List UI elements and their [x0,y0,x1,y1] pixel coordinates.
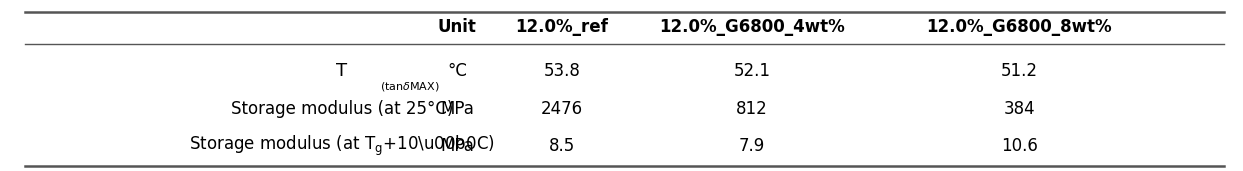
Text: 12.0%_G6800_4wt%: 12.0%_G6800_4wt% [659,17,845,36]
Text: (tan$\delta$MAX): (tan$\delta$MAX) [380,80,440,93]
Text: 7.9: 7.9 [738,137,766,155]
Text: 51.2: 51.2 [1001,62,1038,80]
Text: °C: °C [447,62,467,80]
Text: 12.0%_G6800_8wt%: 12.0%_G6800_8wt% [926,17,1112,36]
Text: 384: 384 [1003,100,1035,118]
Text: Storage modulus (at $\mathregular{T_g}$+10\u00b0C): Storage modulus (at $\mathregular{T_g}$+… [189,134,495,158]
Text: Storage modulus (at 25°C): Storage modulus (at 25°C) [231,100,452,118]
Text: MPa: MPa [440,100,475,118]
Text: 10.6: 10.6 [1001,137,1038,155]
Text: 12.0%_ref: 12.0%_ref [516,17,608,36]
Text: 52.1: 52.1 [733,62,771,80]
Text: $\mathregular{T}$: $\mathregular{T}$ [336,62,348,80]
Text: MPa: MPa [440,137,475,155]
Text: Unit: Unit [438,17,477,36]
Text: 8.5: 8.5 [548,137,576,155]
Text: 2476: 2476 [541,100,583,118]
Text: 812: 812 [736,100,768,118]
Text: 53.8: 53.8 [543,62,580,80]
